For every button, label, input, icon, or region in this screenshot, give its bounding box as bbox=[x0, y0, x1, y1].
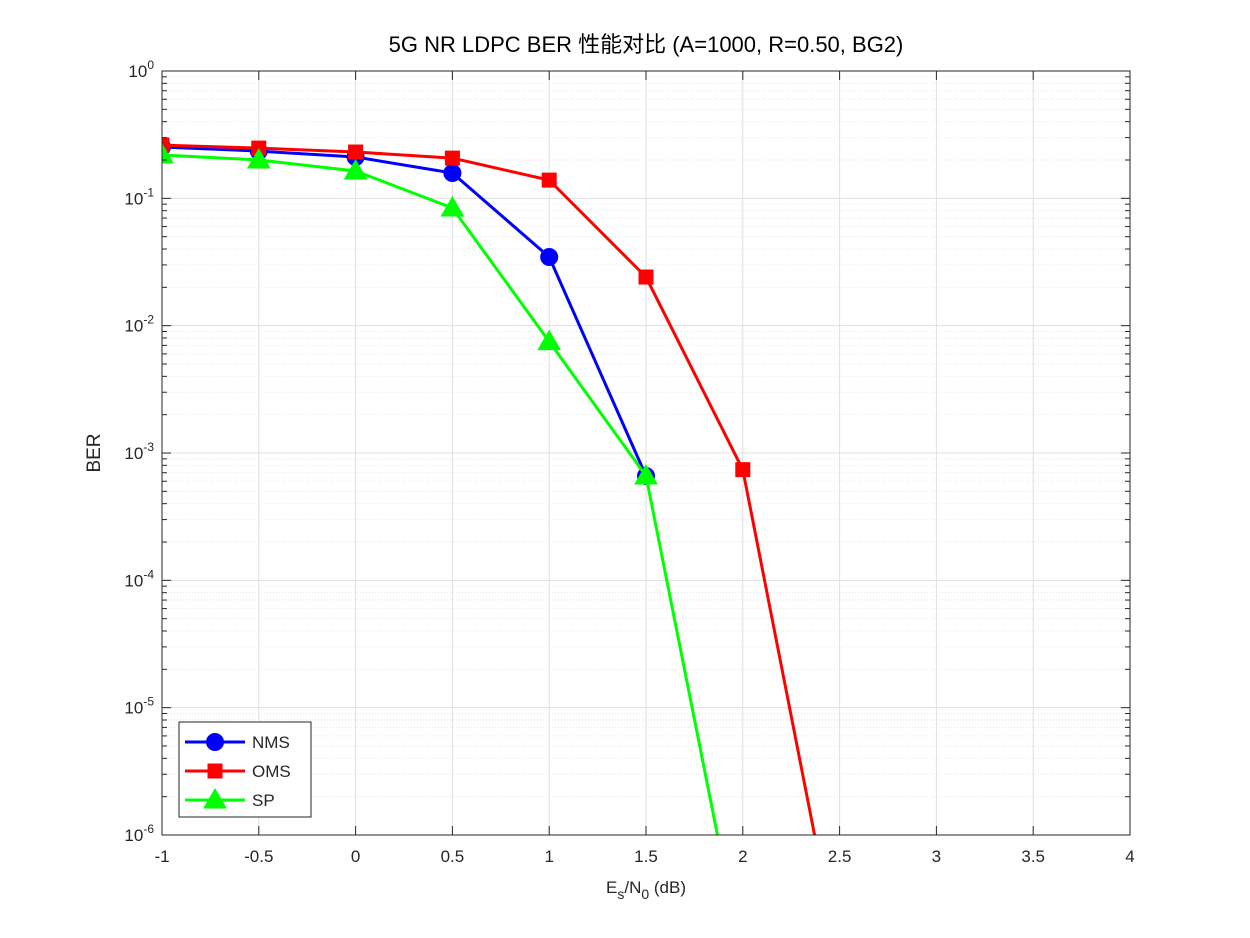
y-tick-label: 10-4 bbox=[124, 567, 154, 590]
x-label-part: s bbox=[617, 886, 624, 902]
y-tick-label: 10-2 bbox=[124, 313, 154, 336]
legend-label: OMS bbox=[252, 762, 291, 781]
y-axis-label: BER bbox=[84, 433, 105, 472]
y-tick-label: 10-3 bbox=[124, 440, 154, 463]
legend: NMS OMS SP bbox=[178, 721, 312, 818]
y-tick-label: 100 bbox=[128, 58, 154, 81]
marker bbox=[206, 733, 224, 751]
y-tick-base: 10 bbox=[124, 826, 143, 845]
y-tick-label: 10-6 bbox=[124, 822, 154, 845]
x-label-part: /N bbox=[624, 878, 641, 897]
marker bbox=[444, 150, 460, 166]
marker bbox=[343, 158, 368, 180]
y-tick-exponent: -2 bbox=[143, 313, 154, 327]
marker bbox=[541, 172, 557, 188]
marker bbox=[162, 142, 174, 164]
y-tick-exponent: 0 bbox=[147, 58, 154, 72]
legend-label: SP bbox=[252, 791, 275, 810]
chart-title: 5G NR LDPC BER 性能对比 (A=1000, R=0.50, BG2… bbox=[389, 32, 904, 57]
marker bbox=[735, 462, 751, 478]
series-line bbox=[162, 143, 817, 835]
marker bbox=[440, 195, 465, 217]
legend-label: NMS bbox=[252, 733, 290, 752]
marker bbox=[207, 763, 223, 779]
series-line bbox=[162, 145, 648, 477]
marker bbox=[638, 269, 654, 285]
series-layer bbox=[162, 137, 817, 835]
x-tick-label: 4 bbox=[1125, 847, 1134, 866]
x-axis-label: Es/N0 (dB) bbox=[606, 878, 686, 902]
y-tick-label: 10-1 bbox=[124, 185, 154, 208]
marker bbox=[203, 788, 227, 809]
x-tick-label: -1 bbox=[154, 847, 169, 866]
y-tick-exponent: -1 bbox=[143, 185, 154, 199]
marker bbox=[537, 329, 562, 351]
marker bbox=[246, 148, 271, 169]
x-tick-label: 2 bbox=[738, 847, 747, 866]
x-label-part: (dB) bbox=[649, 878, 686, 897]
ticks: -1 -0.5 0 0.5 1 1.5 2 2.5 3 3.5 410-610-510-410-31… bbox=[124, 58, 1134, 866]
y-tick-exponent: -3 bbox=[143, 440, 154, 454]
y-tick-base: 10 bbox=[124, 189, 143, 208]
y-tick-base: 10 bbox=[128, 62, 147, 81]
y-tick-base: 10 bbox=[124, 699, 143, 718]
y-tick-exponent: -6 bbox=[143, 822, 154, 836]
marker bbox=[348, 144, 364, 160]
x-label-part: 0 bbox=[641, 886, 649, 902]
y-tick-base: 10 bbox=[124, 317, 143, 336]
x-tick-label: 1 bbox=[544, 847, 553, 866]
marker bbox=[634, 463, 658, 485]
x-tick-label: 2.5 bbox=[828, 847, 852, 866]
marker bbox=[540, 248, 559, 267]
x-tick-label: 0 bbox=[351, 847, 360, 866]
y-tick-base: 10 bbox=[124, 571, 143, 590]
y-tick-base: 10 bbox=[124, 444, 143, 463]
x-tick-label: 0.5 bbox=[441, 847, 465, 866]
y-tick-exponent: -4 bbox=[143, 567, 154, 581]
x-label-part: E bbox=[606, 878, 617, 897]
x-tick-label: 1.5 bbox=[634, 847, 658, 866]
x-tick-label: -0.5 bbox=[244, 847, 273, 866]
x-tick-label: 3 bbox=[932, 847, 941, 866]
x-tick-label: 3.5 bbox=[1021, 847, 1045, 866]
y-tick-exponent: -5 bbox=[143, 695, 154, 709]
marker bbox=[162, 137, 170, 153]
y-tick-label: 10-5 bbox=[124, 695, 154, 718]
marker bbox=[443, 164, 462, 183]
